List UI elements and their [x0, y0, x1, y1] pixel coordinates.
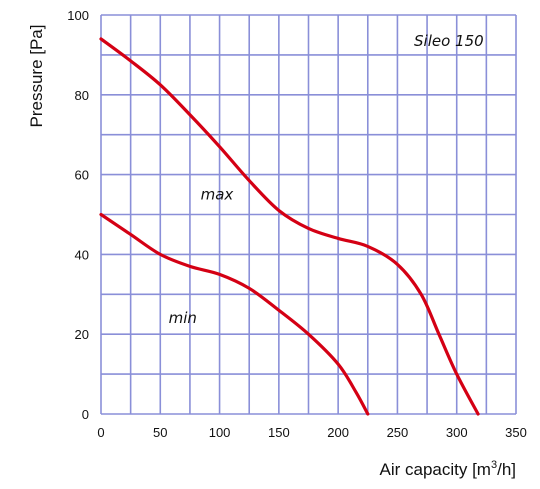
x-tick-label: 300 — [446, 425, 468, 440]
x-tick-label: 50 — [153, 425, 167, 440]
x-axis-label-superscript: 3 — [491, 459, 497, 471]
x-tick-label: 200 — [327, 425, 349, 440]
x-tick-label: 100 — [209, 425, 231, 440]
curve-label-max: max — [201, 186, 234, 204]
curve-label-min: min — [169, 309, 197, 327]
x-axis-label: Air capacity [m3/h] — [379, 459, 516, 479]
y-tick-label: 0 — [82, 407, 89, 422]
series-curves — [99, 37, 480, 416]
tick-labels: 0 50 100 150 200 250 300 350 0 20 40 60 80 100 — [67, 8, 527, 440]
series-line-max — [99, 37, 480, 416]
x-axis-label-end: /h] — [497, 460, 516, 479]
x-tick-label: 250 — [387, 425, 409, 440]
x-tick-label: 0 — [97, 425, 104, 440]
x-tick-label: 150 — [268, 425, 290, 440]
y-tick-label: 100 — [67, 8, 89, 23]
curve-labels: max min — [169, 186, 234, 328]
grid-lines — [100, 14, 517, 415]
y-tick-label: 40 — [75, 247, 89, 262]
y-axis-label: Pressure [Pa] — [27, 25, 46, 128]
y-tick-label: 20 — [75, 327, 89, 342]
chart-title: Sileo 150 — [414, 32, 484, 50]
y-tick-label: 60 — [75, 168, 89, 183]
series-line-min — [99, 212, 370, 416]
x-tick-label: 350 — [505, 425, 527, 440]
y-tick-label: 80 — [75, 88, 89, 103]
x-axis-label-main: Air capacity [m — [379, 460, 490, 479]
